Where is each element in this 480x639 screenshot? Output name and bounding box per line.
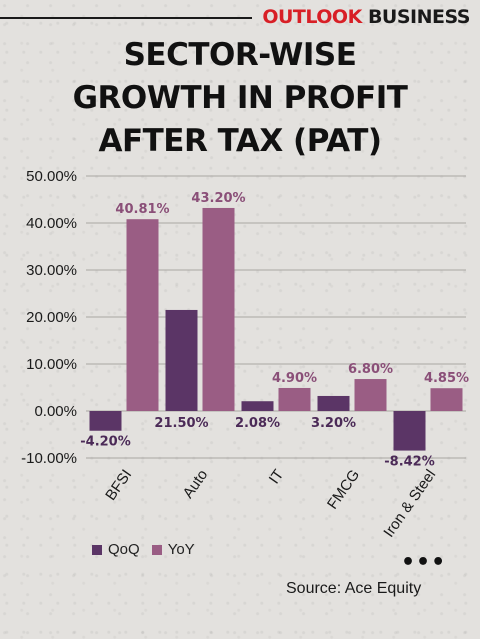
bar-yoy	[430, 388, 463, 411]
y-tick-label: -10.00%	[21, 450, 77, 467]
bar-yoy	[278, 387, 311, 411]
x-tick-label: BFSI	[102, 467, 135, 504]
brand-business: BUSINESS	[367, 6, 471, 28]
x-tick-label: Iron & Steel	[380, 467, 439, 541]
brand-logo: OUTLOOK BUSINESS	[262, 6, 470, 28]
data-label-yoy: 6.80%	[348, 362, 393, 377]
bar-yoy	[202, 207, 235, 411]
title-line-3: AFTER TAX (PAT)	[98, 123, 382, 159]
y-tick-label: 10.00%	[26, 356, 77, 373]
legend-label-yoy: YoY	[167, 541, 195, 558]
legend-swatch-yoy	[151, 544, 162, 555]
bar-yoy	[126, 219, 159, 411]
data-label-qoq: 2.08%	[235, 416, 280, 431]
bar-qoq	[393, 411, 426, 451]
x-tick-label: Auto	[180, 467, 212, 502]
more-dots-icon: •••	[401, 550, 447, 575]
data-label-qoq: -8.42%	[384, 455, 435, 470]
legend-item-yoy: YoY	[151, 541, 195, 558]
legend: QoQ YoY	[92, 541, 195, 558]
brand-outlook: OUTLOOK	[262, 6, 362, 28]
legend-label-qoq: QoQ	[108, 541, 140, 558]
data-label-yoy: 40.81%	[115, 202, 169, 217]
chart-title: SECTOR-WISE GROWTH IN PROFIT AFTER TAX (…	[0, 34, 480, 163]
y-tick-label: 0.00%	[34, 403, 77, 420]
x-tick-label: FMCG	[324, 467, 363, 513]
bar-qoq	[89, 411, 122, 431]
bar-qoq	[241, 401, 274, 411]
legend-swatch-qoq	[92, 544, 102, 555]
data-label-yoy: 4.85%	[424, 371, 469, 386]
title-line-1: SECTOR-WISE	[123, 37, 357, 73]
data-label-qoq: 21.50%	[154, 416, 208, 431]
data-label-qoq: -4.20%	[80, 435, 131, 450]
y-tick-label: 50.00%	[26, 168, 77, 185]
x-tick-label: IT	[266, 467, 288, 488]
y-tick-label: 40.00%	[26, 215, 77, 232]
y-tick-label: 20.00%	[26, 309, 77, 326]
data-label-yoy: 43.20%	[191, 191, 245, 206]
source-note: Source: Ace Equity	[286, 580, 422, 597]
brand-rule	[0, 17, 252, 19]
bar-qoq	[317, 395, 350, 411]
y-tick-label: 30.00%	[26, 262, 77, 279]
data-label-qoq: 3.20%	[311, 416, 356, 431]
bar-yoy	[354, 379, 387, 411]
bar-qoq	[165, 309, 198, 411]
title-line-2: GROWTH IN PROFIT	[72, 80, 408, 116]
legend-item-qoq: QoQ	[92, 541, 140, 558]
data-label-yoy: 4.90%	[272, 371, 317, 386]
